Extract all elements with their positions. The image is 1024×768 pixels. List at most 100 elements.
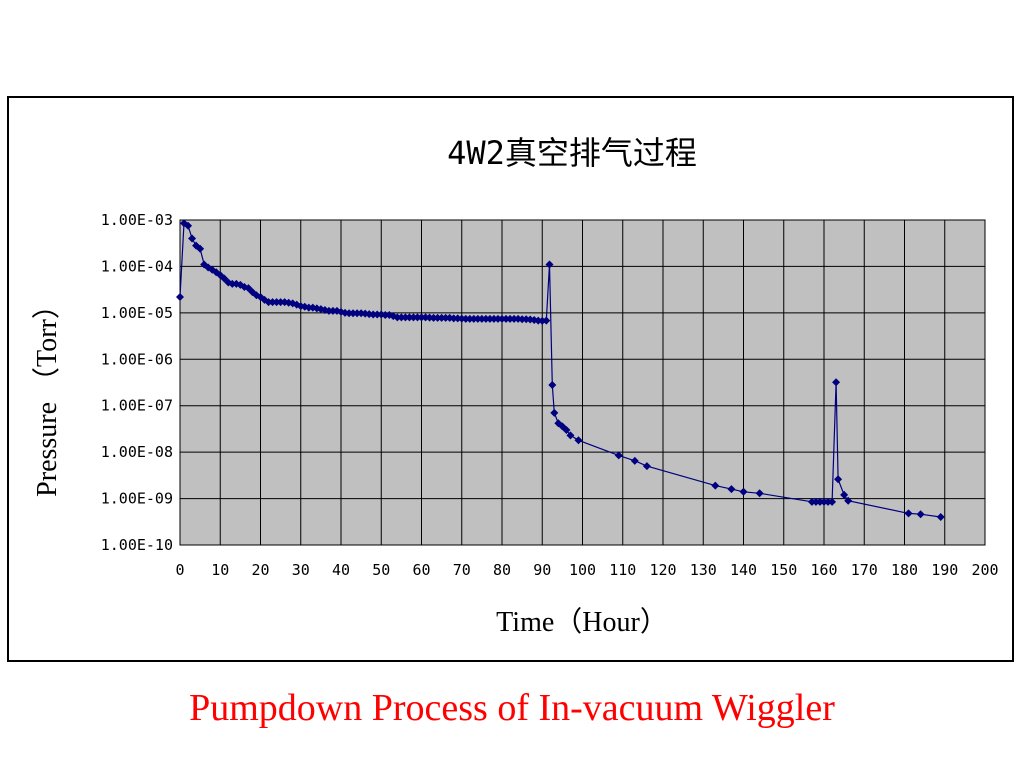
data-point-marker	[196, 244, 205, 253]
x-tick-label: 50	[372, 561, 390, 579]
data-point-marker	[429, 313, 438, 322]
data-point-marker	[345, 309, 354, 318]
data-point-marker	[614, 451, 623, 460]
x-tick-label: 10	[211, 561, 229, 579]
y-tick-label: 1.00E-09	[101, 490, 173, 508]
data-point-marker	[381, 310, 390, 319]
data-point-marker	[365, 310, 374, 319]
data-point-marker	[304, 303, 313, 312]
data-point-marker	[506, 314, 515, 323]
x-tick-label: 40	[332, 561, 350, 579]
data-point-marker	[727, 485, 736, 494]
grid-lines	[179, 219, 986, 546]
data-point-marker	[264, 298, 273, 307]
data-point-marker	[522, 315, 531, 324]
data-point-marker	[550, 408, 559, 417]
data-point-marker	[441, 313, 450, 322]
data-point-marker	[824, 497, 833, 506]
data-point-marker	[566, 431, 575, 440]
data-point-marker	[324, 306, 333, 315]
chart-svg: 4W2真空排气过程 1.00E-031.00E-041.00E-051.00E-…	[31, 134, 999, 638]
data-point-marker	[481, 314, 490, 323]
data-point-marker	[755, 489, 764, 498]
data-point-marker	[739, 487, 748, 496]
data-point-marker	[220, 274, 229, 283]
data-point-marker	[477, 314, 486, 323]
data-point-marker	[485, 314, 494, 323]
x-tick-label: 130	[690, 561, 717, 579]
data-point-marker	[453, 314, 462, 323]
data-point-marker	[397, 313, 406, 322]
data-point-marker	[409, 313, 418, 322]
data-point-marker	[212, 268, 221, 277]
data-point-marker	[184, 221, 193, 230]
data-point-marker	[393, 313, 402, 322]
data-point-marker	[357, 309, 366, 318]
data-point-marker	[844, 496, 853, 505]
chart-frame: 4W2真空排气过程 1.00E-03 1.00E-04 1.00E-05 1.00E-…	[7, 96, 1014, 662]
data-point-marker	[268, 298, 277, 307]
x-tick-label: 190	[931, 561, 958, 579]
slide-caption: Pumpdown Process of In-vacuum Wiggler	[189, 687, 835, 729]
y-tick-label: 1.00E-03	[101, 211, 173, 229]
data-point-marker	[562, 425, 571, 434]
x-tick-label: 0	[175, 561, 184, 579]
x-tick-label: 70	[453, 561, 471, 579]
x-tick-label: 60	[412, 561, 430, 579]
x-tick-label: 110	[609, 561, 636, 579]
data-point-marker	[272, 298, 281, 307]
data-point-marker	[542, 316, 551, 325]
data-point-marker	[916, 510, 925, 519]
data-point-marker	[502, 314, 511, 323]
data-point-marker	[405, 313, 414, 322]
y-tick-label: 1.00E-08	[101, 443, 173, 461]
data-point-marker	[832, 378, 841, 387]
data-point-marker	[373, 310, 382, 319]
data-point-marker	[834, 475, 843, 484]
x-tick-label: 30	[292, 561, 310, 579]
data-point-marker	[936, 513, 945, 522]
data-point-marker	[510, 314, 519, 323]
data-point-marker	[465, 314, 474, 323]
x-tick-labels: 0 10 20 30 40 50 60 70 80 90 100 110 120 130 140 150 160…	[175, 561, 998, 579]
x-tick-label: 120	[649, 561, 676, 579]
x-tick-label: 20	[251, 561, 269, 579]
x-tick-label: 170	[851, 561, 878, 579]
data-point-marker	[353, 309, 362, 318]
data-point-marker	[401, 313, 410, 322]
data-point-marker	[188, 234, 197, 243]
data-point-marker	[461, 314, 470, 323]
x-tick-label: 90	[533, 561, 551, 579]
data-point-marker	[369, 310, 378, 319]
data-point-marker	[248, 288, 257, 297]
data-point-marker	[328, 306, 337, 315]
data-point-marker	[489, 314, 498, 323]
data-point-marker	[498, 314, 506, 323]
data-point-marker	[807, 497, 816, 506]
y-tick-label: 1.00E-10	[101, 536, 173, 554]
data-point-marker	[449, 314, 458, 323]
data-point-marker	[433, 313, 442, 322]
y-tick-label: 1.00E-04	[101, 257, 173, 275]
data-point-marker	[417, 313, 426, 322]
data-point-marker	[811, 497, 820, 506]
data-point-marker	[493, 314, 502, 323]
data-point-marker	[820, 497, 828, 506]
data-point-marker	[413, 313, 422, 322]
x-tick-label: 200	[971, 561, 998, 579]
data-point-marker	[545, 260, 554, 269]
x-tick-label: 80	[493, 561, 511, 579]
data-point-marker	[574, 436, 583, 445]
data-point-marker	[840, 490, 849, 499]
chart-title: 4W2真空排气过程	[447, 134, 697, 172]
data-point-marker	[349, 309, 358, 318]
x-tick-label: 100	[569, 561, 596, 579]
data-point-marker	[630, 456, 639, 465]
data-point-marker	[208, 265, 217, 274]
data-point-marker	[473, 314, 482, 323]
data-point-marker	[815, 497, 824, 506]
data-point-marker	[828, 497, 837, 506]
data-point-marker	[469, 314, 478, 323]
data-point-marker	[437, 313, 446, 322]
y-axis-label: Pressure （Torr）	[31, 291, 63, 497]
